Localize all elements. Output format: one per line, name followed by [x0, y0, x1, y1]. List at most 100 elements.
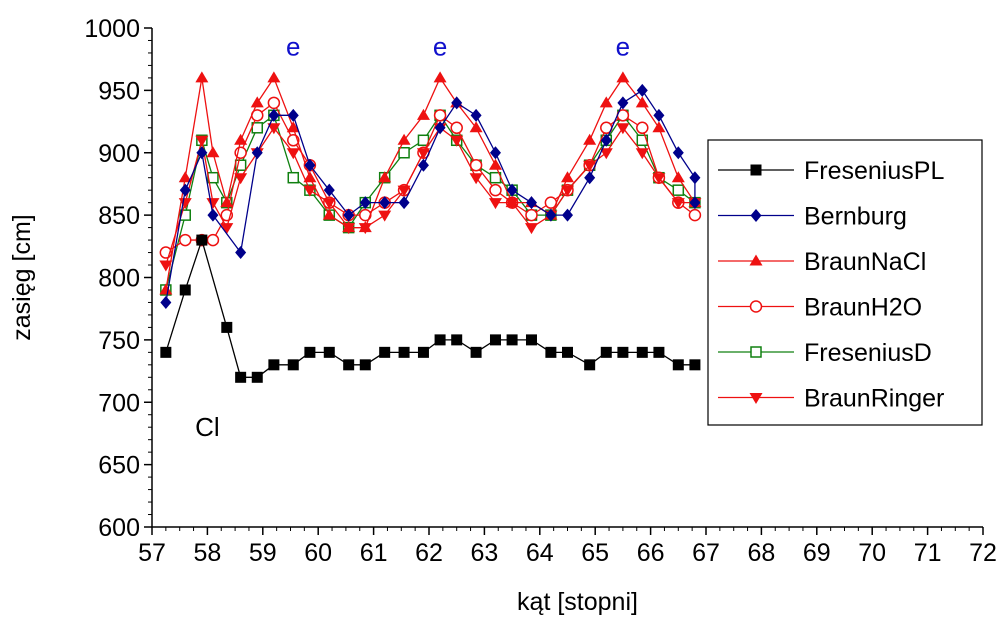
x-tick-label: 63	[470, 539, 498, 567]
data-point	[179, 284, 191, 296]
data-point	[433, 71, 447, 83]
data-point	[267, 123, 281, 135]
y-tick-label: 600	[98, 514, 140, 542]
legend-entry: BraunNaCl	[718, 248, 926, 276]
data-point	[636, 346, 648, 358]
data-point	[525, 208, 538, 222]
x-tick-label: 66	[637, 539, 665, 567]
data-point	[267, 71, 281, 83]
data-point	[234, 173, 248, 185]
data-point	[470, 346, 482, 358]
data-point	[450, 135, 464, 147]
data-point	[652, 173, 666, 185]
data-point	[583, 133, 597, 145]
data-point	[617, 346, 629, 358]
data-point	[221, 321, 233, 333]
data-point	[433, 109, 447, 122]
x-tick-label: 69	[803, 539, 831, 567]
series-layer	[159, 71, 702, 383]
legend-entry: FreseniusPL	[718, 157, 944, 185]
data-point	[287, 108, 299, 122]
data-point	[524, 223, 538, 235]
data-point	[653, 108, 665, 122]
data-point	[451, 96, 463, 110]
data-point	[206, 146, 220, 158]
x-tick-label: 61	[360, 539, 388, 567]
legend-marker	[749, 254, 763, 266]
data-point	[636, 134, 649, 147]
data-point	[179, 183, 191, 197]
data-point	[583, 160, 597, 172]
series-BraunRinger	[159, 123, 702, 272]
data-point	[488, 158, 502, 170]
data-point	[688, 208, 702, 222]
data-point	[179, 209, 191, 221]
x-tick-label: 70	[858, 539, 886, 567]
legend-label: BraunNaCl	[804, 248, 926, 276]
data-point	[617, 96, 629, 110]
data-point	[470, 108, 482, 122]
data-point	[220, 223, 234, 235]
data-point	[562, 208, 573, 222]
x-tick-label: 64	[526, 539, 554, 567]
annotations: e e e Cl	[195, 32, 630, 442]
data-point	[159, 283, 173, 295]
x-tick-label: 68	[747, 539, 775, 567]
data-point	[160, 346, 172, 358]
y-tick-label: 650	[98, 452, 140, 480]
data-point	[268, 359, 280, 371]
x-axis-title: kąt [stopni]	[517, 588, 638, 616]
data-point	[636, 83, 648, 97]
data-point	[561, 171, 574, 183]
data-point	[469, 173, 483, 185]
data-point	[635, 96, 649, 108]
data-point	[672, 146, 684, 160]
legend-label: Bernburg	[804, 203, 907, 231]
y-axis-title: zasięg [cm]	[8, 214, 36, 340]
y-tick-label: 850	[98, 202, 140, 230]
legend-marker	[750, 209, 762, 222]
data-point	[434, 334, 446, 346]
data-point	[599, 96, 613, 108]
data-point	[451, 334, 463, 346]
data-point	[178, 198, 192, 210]
data-point	[195, 135, 209, 147]
data-point	[672, 359, 684, 371]
axes: 57 58 59 60 61 62 63 64 65 66 67 68 69 70 71 72 600 650 70…	[84, 15, 997, 567]
data-point	[342, 221, 356, 233]
legend: FreseniusPL Bernburg BraunNaCl BraunH2O Fres…	[707, 139, 983, 426]
annotation-label: Cl	[195, 412, 220, 442]
legend-marker	[749, 300, 763, 313]
annotation-label: e	[286, 32, 300, 62]
y-tick-label: 800	[98, 265, 140, 293]
data-point	[397, 133, 411, 145]
x-tick-label: 71	[914, 539, 942, 567]
data-point	[303, 185, 317, 197]
data-point	[584, 359, 596, 371]
data-point	[489, 183, 502, 197]
data-point	[689, 171, 701, 185]
series-line	[165, 237, 695, 378]
data-point	[207, 208, 219, 222]
data-point	[653, 346, 665, 358]
legend-marker	[750, 346, 762, 358]
data-point	[545, 208, 557, 222]
data-point	[398, 346, 410, 358]
y-tick-label: 1000	[84, 15, 140, 43]
legend-label: BraunH2O	[804, 294, 922, 322]
legend-entry: BraunRinger	[718, 385, 944, 413]
data-point	[178, 171, 192, 183]
data-point	[358, 221, 372, 233]
data-point	[178, 233, 192, 247]
data-point	[561, 185, 574, 197]
x-tick-label: 59	[249, 539, 277, 567]
x-tick-label: 62	[415, 539, 443, 567]
data-point	[672, 184, 685, 196]
data-point	[250, 96, 264, 108]
x-tick-label: 67	[692, 539, 720, 567]
data-point	[235, 371, 247, 383]
data-point	[506, 334, 518, 346]
data-point	[616, 71, 630, 83]
annotation-label: e	[433, 32, 447, 62]
